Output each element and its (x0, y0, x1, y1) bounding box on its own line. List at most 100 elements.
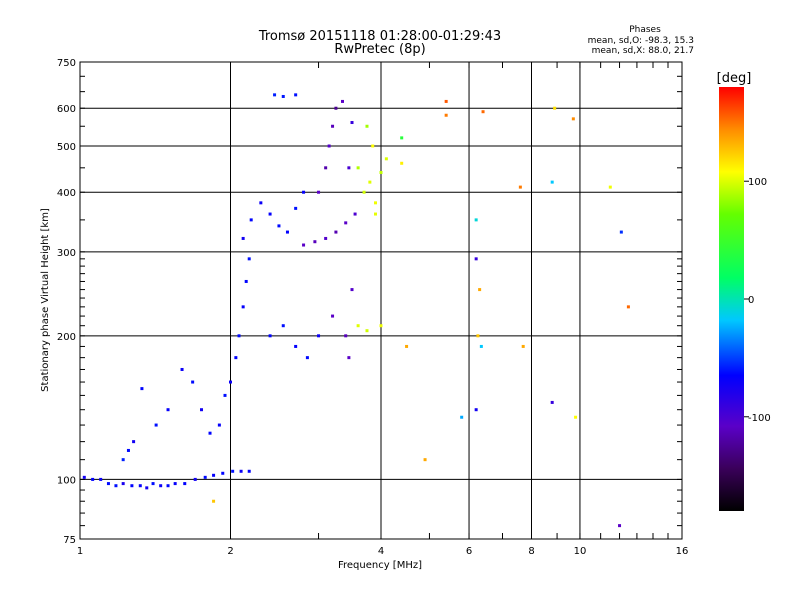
echo-point (365, 124, 369, 128)
echo-point (618, 524, 622, 528)
y-tick-label: 200 (57, 332, 76, 343)
echo-point (126, 448, 130, 452)
x-tick-label: 1 (77, 546, 83, 557)
x-tick-label: 8 (528, 546, 534, 557)
echo-point (474, 218, 478, 222)
echo-point (231, 469, 235, 473)
echo-point (154, 423, 158, 427)
y-axis-label: Stationary phase Virtual Height [km] (40, 208, 51, 392)
echo-point (244, 279, 248, 283)
echo-point (350, 288, 354, 292)
echo-point (229, 380, 232, 384)
x-grid (230, 62, 581, 539)
echo-point (550, 180, 554, 184)
echo-point (347, 166, 351, 170)
echo-point (277, 224, 281, 228)
echo-point (281, 324, 285, 328)
stats-line-x: mean, sd,X: 88.0, 21.7 (592, 46, 694, 56)
echo-point (444, 99, 448, 103)
echo-point (294, 206, 298, 210)
echo-point (379, 324, 383, 328)
echo-point (353, 212, 357, 216)
echo-point (331, 314, 335, 318)
echo-point (180, 367, 184, 371)
echo-point (191, 380, 195, 384)
echo-point (268, 334, 272, 338)
chart-title: Tromsø 20151118 01:28:00-01:29:43 (258, 29, 501, 44)
echo-point (239, 469, 243, 473)
echo-point (237, 334, 241, 338)
echo-point (423, 458, 427, 462)
y-tick-label: 750 (57, 58, 76, 69)
echo-point (241, 236, 245, 240)
echo-point (550, 400, 554, 404)
echo-point (478, 288, 482, 292)
echo-point (99, 477, 103, 481)
echo-point (379, 170, 383, 174)
echo-point (140, 387, 144, 391)
x-tick-labels: 1 2 4 6 8 10 16 (77, 546, 689, 557)
echo-point (356, 324, 360, 328)
y-tick-labels: 75 100 200 300 400 500 600 750 (57, 58, 76, 546)
echo-point (574, 415, 578, 419)
colorbar-label: [deg] (717, 71, 752, 86)
echo-point (268, 212, 272, 216)
echo-point (203, 475, 207, 479)
echo-point (91, 477, 95, 481)
echo-point (82, 475, 86, 479)
y-tick-label: 500 (57, 142, 76, 153)
echo-point (302, 243, 306, 247)
echo-point (159, 484, 163, 488)
echo-point (474, 408, 478, 412)
echo-point (460, 415, 464, 419)
colorbar-tick-label: -100 (748, 413, 771, 424)
echo-point (479, 344, 483, 348)
colorbar-tick-label: 100 (748, 177, 767, 188)
echo-point (371, 144, 375, 148)
axis-ticks (79, 62, 683, 539)
echo-point (208, 431, 212, 435)
echo-point (608, 185, 612, 189)
echo-point (259, 201, 263, 205)
echo-point (368, 180, 372, 184)
colorbar-ticks: 100 0 -100 (744, 177, 771, 424)
y-tick-label: 400 (57, 188, 76, 199)
echo-point (476, 334, 480, 338)
echo-point (234, 356, 238, 360)
echo-point (327, 144, 331, 148)
echo-point (249, 218, 253, 222)
y-grid (80, 107, 682, 480)
echo-point (132, 440, 136, 444)
echo-point (340, 99, 344, 103)
echo-point (344, 334, 348, 338)
echo-point (521, 344, 525, 348)
echo-point (173, 482, 177, 486)
echo-point (281, 94, 285, 98)
x-tick-label: 6 (466, 546, 472, 557)
echo-point (217, 423, 221, 427)
echo-point (374, 201, 378, 205)
echo-point (384, 157, 388, 161)
colorbar (719, 87, 744, 511)
echo-point (145, 486, 149, 490)
echo-point (405, 344, 409, 348)
echo-point (121, 482, 125, 486)
echo-point (317, 334, 321, 338)
echo-point (444, 113, 448, 117)
echo-point (305, 356, 309, 360)
echo-point (374, 212, 378, 216)
echo-point (350, 121, 354, 125)
echo-point (138, 484, 142, 488)
x-tick-label: 10 (574, 546, 587, 557)
colorbar-tick-label: 0 (748, 295, 754, 306)
echo-point (151, 482, 155, 486)
echo-point (626, 305, 630, 309)
echo-point (183, 482, 187, 486)
echo-point (302, 190, 306, 194)
echo-point (212, 499, 216, 503)
echo-point (114, 484, 118, 488)
echo-point (356, 166, 360, 170)
echo-point (313, 240, 317, 244)
echo-point (619, 230, 623, 234)
